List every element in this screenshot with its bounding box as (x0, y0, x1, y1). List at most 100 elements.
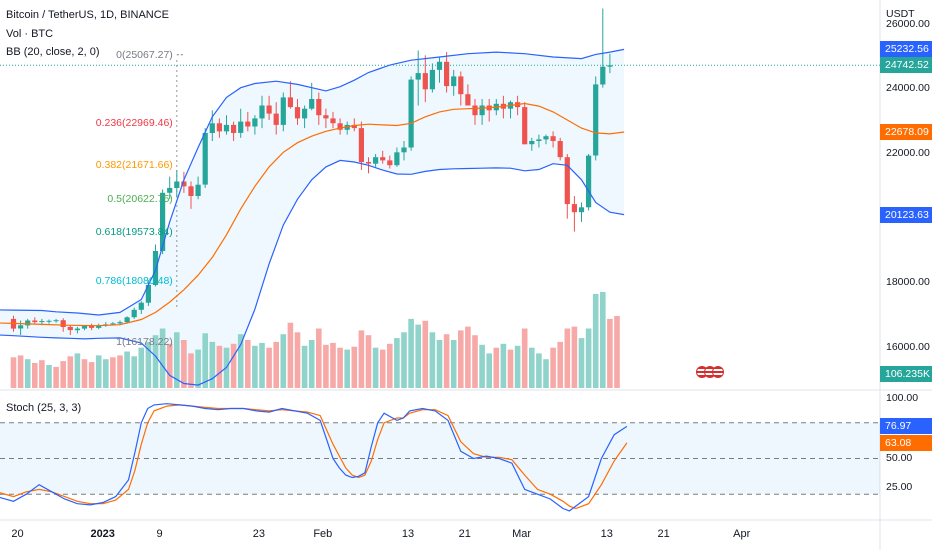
candle-body (436, 61, 443, 70)
candle-body (458, 76, 464, 95)
candle-body (238, 121, 244, 133)
volume-bar (10, 357, 17, 388)
price-badge: 24742.52 (880, 57, 932, 74)
candle-body (67, 326, 73, 331)
candle-body (202, 132, 208, 185)
symbol-legend[interactable]: Bitcoin / TetherUS, 1D, BINANCE (6, 8, 169, 22)
volume-bar (53, 366, 59, 388)
volume-bar (408, 318, 414, 388)
volume-bar (401, 332, 407, 388)
candle-body (571, 204, 577, 213)
candle-body (465, 94, 471, 106)
volume-badge: 106.235K (880, 366, 932, 382)
candle-body (557, 141, 563, 158)
volume-bar (557, 341, 563, 388)
stoch-k-line (0, 403, 628, 512)
candle-body (280, 97, 286, 125)
price-badge: 25232.56 (880, 41, 932, 58)
volume-bar (450, 340, 457, 388)
price-tick-label: 22000.00 (886, 147, 930, 159)
volume-bar (571, 326, 578, 388)
candle-body (138, 302, 144, 310)
fib-level-label: 1(16178.22) (116, 336, 173, 349)
time-tick-label: Mar (512, 528, 532, 540)
time-tick-label: Feb (313, 528, 333, 540)
volume-bar (17, 355, 24, 388)
candle-body (536, 139, 542, 141)
volume-bar (592, 293, 599, 388)
volume-bar (614, 316, 620, 388)
candle-body (32, 320, 38, 323)
volume-bar (387, 343, 393, 388)
volume-bar (88, 362, 95, 388)
volume-bar (564, 328, 571, 388)
candle-body (365, 162, 372, 164)
volume-bar (422, 320, 429, 388)
price-badge: 20123.63 (880, 206, 932, 223)
volume-bar (585, 328, 592, 388)
candle-body (252, 118, 258, 127)
volume-bar (245, 340, 251, 388)
candle-body (124, 317, 130, 323)
time-tick-label: 9 (156, 528, 163, 540)
candle-body (394, 152, 400, 166)
candle-body (188, 186, 194, 196)
candle-body (110, 323, 116, 325)
volume-bar (81, 359, 88, 388)
candle-body (387, 160, 393, 166)
volume-bar (472, 335, 478, 388)
fib-level-label: 0.786(18080.48) (95, 274, 173, 287)
volume-bar (344, 349, 350, 388)
volume-legend[interactable]: Vol · BTC (6, 27, 53, 41)
candle-body (195, 184, 201, 196)
volume-bar (529, 347, 535, 388)
candle-body (472, 105, 478, 116)
volume-bar (323, 344, 329, 388)
fib-level-label: 0.236(22969.46) (95, 116, 173, 129)
volume-bar (351, 346, 358, 388)
volume-bar (103, 359, 109, 388)
price-tick-label: 26000.00 (886, 17, 930, 30)
candle-body (117, 322, 123, 324)
volume-bar (394, 338, 400, 388)
candle-body (337, 123, 343, 130)
volume-bar (117, 355, 123, 388)
candle-body (216, 123, 222, 132)
volume-bar (174, 332, 180, 388)
volume-bar (74, 353, 81, 388)
volume-bar (230, 343, 237, 388)
stoch-badge: 63.08 (880, 434, 932, 451)
candle-body (422, 73, 428, 90)
time-tick-label: 23 (252, 528, 266, 540)
volume-bar (507, 349, 514, 388)
candle-body (209, 123, 215, 133)
candle-body (564, 157, 570, 205)
volume-bar (436, 340, 443, 388)
candle-body (429, 69, 435, 90)
volume-bar (493, 347, 500, 388)
candle-body (245, 121, 251, 127)
volume-bar (514, 345, 521, 388)
bb-title: BB (20, close, 2, 0) (6, 46, 100, 58)
volume-bar (67, 356, 74, 388)
fib-level-label: 0.382(21671.66) (95, 158, 173, 171)
fib-level-label: 0(25067.27) (116, 48, 173, 61)
us-flag-icon[interactable] (712, 366, 724, 378)
candle-body (529, 141, 535, 145)
volume-bar (39, 360, 45, 388)
candle-body (96, 325, 102, 328)
candle-body (408, 79, 414, 148)
bb-basis-line (0, 102, 625, 327)
volume-bar (379, 349, 386, 388)
candle-body (351, 124, 357, 129)
volume-bar (138, 347, 145, 388)
stoch-legend[interactable]: Stoch (25, 3, 3) (6, 401, 81, 415)
bb-legend[interactable]: BB (20, close, 2, 0) (6, 45, 100, 59)
volume-bar (500, 343, 507, 388)
price-tick-label: 16000.00 (886, 341, 930, 353)
candle-body (543, 136, 549, 140)
fib-level-label: 0.5(20622.75) (107, 192, 173, 205)
volume-bar (188, 353, 194, 388)
